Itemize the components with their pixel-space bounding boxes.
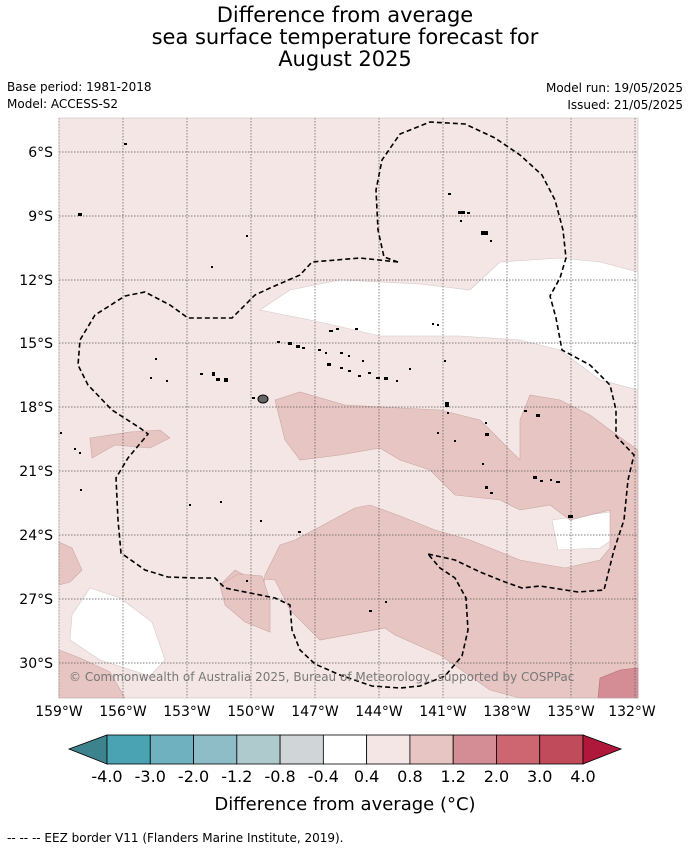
copyright-text: © Commonwealth of Australia 2025, Bureau…	[69, 670, 574, 684]
colorbar-tick-label: 1.2	[440, 767, 465, 786]
colorbar-cell	[409, 734, 454, 765]
lat-label: 30°S	[19, 656, 53, 672]
upper-right-shading	[540, 118, 638, 160]
lon-label: 147°W	[291, 704, 339, 720]
latitude-labels: 6°S 9°S 12°S 15°S 18°S 21°S 24°S 27°S 30…	[19, 145, 53, 672]
colorbar-cell	[496, 734, 541, 765]
colorbar-title: Difference from average (°C)	[214, 794, 476, 815]
colorbar: -4.0 -3.0 -2.0 -1.2 -0.8 -0.4 0.4 0.8 1.2 2.0 3.0 4…	[67, 734, 623, 786]
lat-label: 18°S	[19, 400, 53, 416]
warm-region-south-patch	[219, 573, 271, 633]
colorbar-tick-label: 4.0	[570, 767, 595, 786]
longitude-labels: 159°W 156°W 153°W 150°W 147°W 144°W 141°…	[35, 704, 656, 720]
lon-label: 159°W	[35, 704, 83, 720]
colorbar-cell	[452, 734, 497, 765]
lat-label: 27°S	[19, 592, 53, 608]
eez-footnote: -- -- -- EEZ border V11 (Flanders Marine…	[7, 831, 344, 845]
islands	[60, 143, 573, 612]
lon-label: 150°W	[227, 704, 275, 720]
lon-label: 156°W	[99, 704, 147, 720]
lon-label: 138°W	[483, 704, 531, 720]
colorbar-tick-label: 3.0	[527, 767, 552, 786]
lat-label: 6°S	[28, 145, 53, 161]
lon-label: 144°W	[355, 704, 403, 720]
model-run-label: Model run: 19/05/2025	[545, 81, 683, 95]
lat-label: 9°S	[28, 209, 53, 225]
model-label: Model: ACCESS-S2	[7, 97, 119, 111]
colorbar-tick-label: -4.0	[91, 767, 122, 786]
issued-label: Issued: 21/05/2025	[567, 98, 683, 112]
colorbar-tick-label: -0.4	[308, 767, 339, 786]
colorbar-cell	[366, 734, 411, 765]
eez-borders	[77, 121, 635, 689]
colorbar-cells	[106, 734, 584, 765]
title-line-3: August 2025	[278, 47, 412, 71]
colorbar-tick-label: -3.0	[135, 767, 166, 786]
white-region-southwest	[69, 587, 166, 677]
colorbar-min-arrow	[67, 734, 108, 765]
lon-label: 132°W	[608, 704, 656, 720]
colorbar-tick-label: -0.8	[264, 767, 295, 786]
gridlines	[58, 118, 638, 698]
lat-label: 21°S	[19, 464, 53, 480]
colorbar-tick-label: 0.4	[354, 767, 379, 786]
colorbar-cell	[193, 734, 238, 765]
map-frame	[58, 117, 639, 699]
lon-label: 153°W	[163, 704, 211, 720]
title-line-2: sea surface temperature forecast for	[151, 25, 539, 49]
colorbar-cell	[106, 734, 151, 765]
colorbar-cell	[322, 734, 368, 765]
base-period-label: Base period: 1981-2018	[7, 80, 152, 94]
colorbar-max-arrow	[582, 734, 623, 765]
colorbar-cell	[149, 734, 194, 765]
colorbar-cell	[236, 734, 281, 765]
colorbar-tick-label: 2.0	[484, 767, 509, 786]
colorbar-cell	[279, 734, 324, 765]
colorbar-tick-label: -2.0	[178, 767, 209, 786]
colorbar-tick-labels: -4.0 -3.0 -2.0 -1.2 -0.8 -0.4 0.4 0.8 1.2 2.0 3.0 4…	[91, 767, 595, 786]
white-region-east-small	[551, 511, 619, 551]
warm-region-west	[89, 429, 171, 459]
colorbar-tick-label: -1.2	[221, 767, 252, 786]
colorbar-cell	[539, 734, 584, 765]
lat-label: 12°S	[19, 273, 53, 289]
chart-title: Difference from average sea surface temp…	[0, 4, 690, 70]
lat-label: 15°S	[19, 336, 53, 352]
lon-label: 141°W	[419, 704, 467, 720]
lon-label: 135°W	[547, 704, 595, 720]
title-line-1: Difference from average	[216, 3, 474, 27]
colorbar-tick-label: 0.8	[397, 767, 422, 786]
lat-label: 24°S	[19, 528, 53, 544]
